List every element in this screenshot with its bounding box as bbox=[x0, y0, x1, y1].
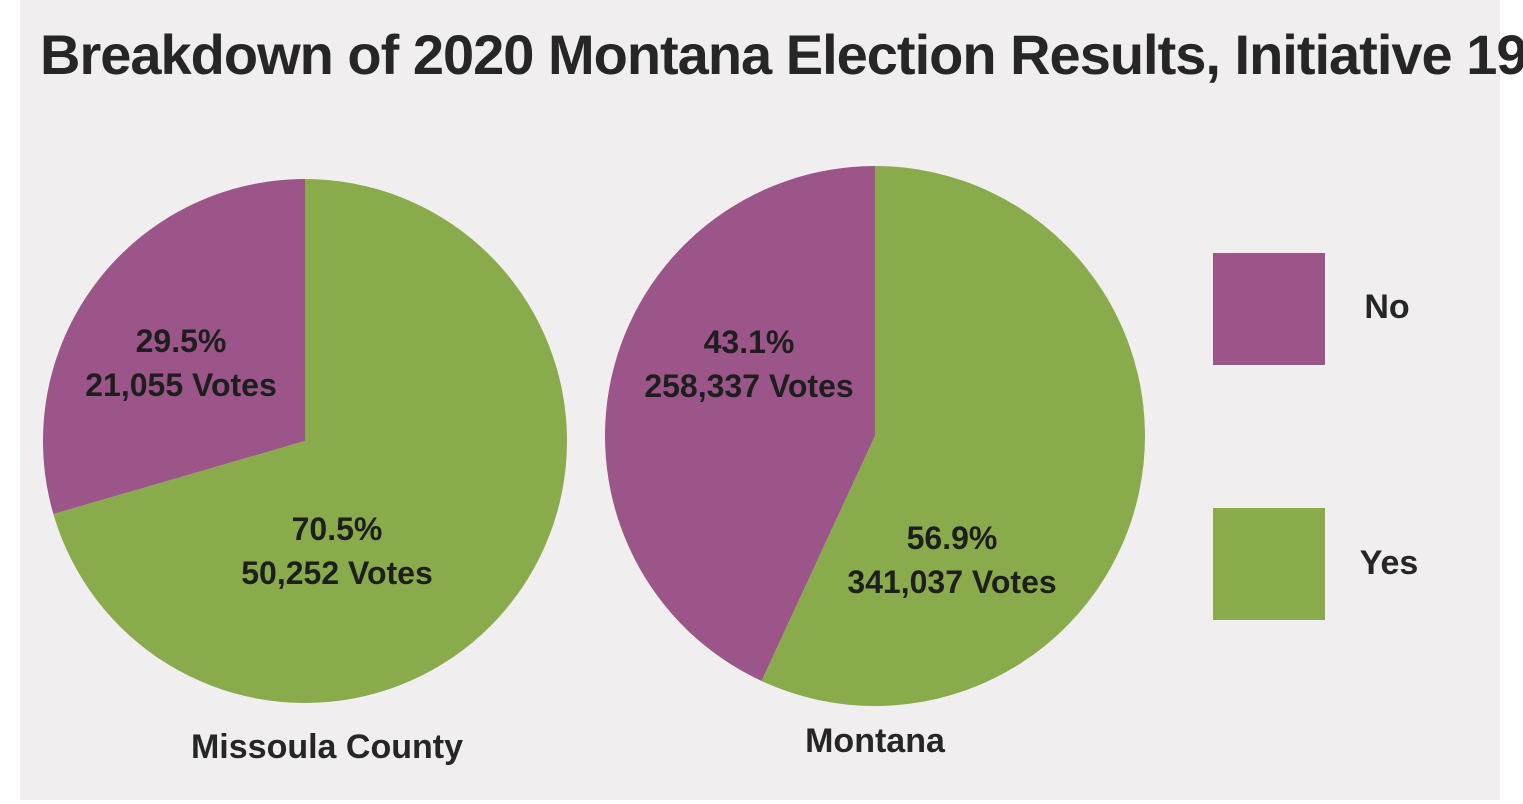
pie-group: 29.5% 21,055 Votes 70.5% 50,252 Votes Missou… bbox=[43, 166, 1145, 766]
slice-votes-label: 50,252 Votes bbox=[241, 555, 433, 591]
legend-swatch-no bbox=[1213, 253, 1325, 365]
legend: No Yes bbox=[1213, 253, 1418, 620]
slice-votes-label: 21,055 Votes bbox=[85, 367, 277, 403]
slice-percent-label: 29.5% bbox=[136, 323, 227, 359]
slice-votes-label: 341,037 Votes bbox=[847, 564, 1056, 600]
slice-votes-label: 258,337 Votes bbox=[644, 368, 853, 404]
chart-title: Breakdown of 2020 Montana Election Resul… bbox=[40, 23, 1523, 86]
slice-percent-label: 56.9% bbox=[907, 520, 998, 556]
pie-slice-yes bbox=[761, 166, 1145, 706]
pie-chart-1: 29.5% 21,055 Votes 70.5% 50,252 Votes Missou… bbox=[43, 179, 568, 766]
legend-label-yes: Yes bbox=[1360, 544, 1419, 582]
slice-percent-label: 70.5% bbox=[292, 511, 383, 547]
pie-slice-no bbox=[604, 166, 875, 682]
pie-chart-2: 43.1% 258,337 Votes 56.9% 341,037 Votes Mont… bbox=[604, 166, 1145, 760]
slice-percent-label: 43.1% bbox=[704, 324, 795, 360]
pie-caption: Montana bbox=[805, 722, 946, 760]
pie-slice-yes bbox=[53, 179, 568, 704]
pie-caption: Missoula County bbox=[191, 728, 463, 766]
legend-label-no: No bbox=[1364, 288, 1409, 326]
legend-swatch-yes bbox=[1213, 508, 1325, 620]
pie-slice-no bbox=[43, 179, 305, 515]
